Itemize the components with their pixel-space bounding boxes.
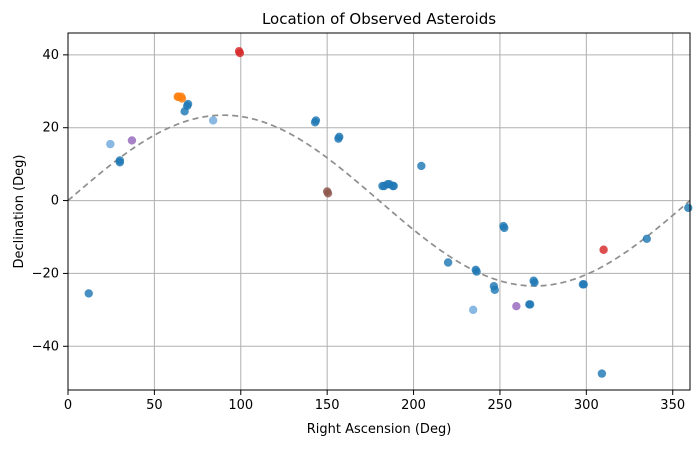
data-point — [468, 305, 478, 315]
plot-frame — [67, 32, 691, 391]
data-point — [530, 278, 539, 287]
data-point — [389, 181, 398, 191]
points-layer — [84, 47, 693, 378]
grid-layer — [67, 33, 690, 390]
data-point — [472, 267, 481, 276]
x-tick-label: 150 — [315, 398, 340, 413]
data-point — [127, 136, 137, 145]
chart-title: Location of Observed Asteroids — [262, 10, 496, 28]
x-tick-label: 100 — [228, 398, 253, 413]
ecliptic-curve — [67, 114, 691, 287]
data-point — [417, 161, 426, 171]
data-point — [597, 369, 607, 378]
data-point — [525, 300, 535, 309]
reference-curve-layer — [67, 114, 691, 287]
series-4 — [173, 92, 187, 103]
series-3 — [234, 47, 608, 254]
data-point — [335, 132, 344, 142]
data-point — [208, 116, 218, 125]
data-point — [177, 94, 187, 103]
data-point — [183, 99, 193, 109]
data-point — [500, 223, 509, 233]
data-point — [311, 116, 321, 125]
y-tick-label: 40 — [42, 48, 59, 63]
y-tick-label: −40 — [32, 339, 59, 354]
y-tick-label: 20 — [42, 121, 59, 136]
x-tick-label: 50 — [146, 398, 163, 413]
x-tick-label: 250 — [488, 398, 513, 413]
x-tick-label: 350 — [660, 398, 685, 413]
x-axis-label: Right Ascension (Deg) — [307, 422, 452, 437]
series-2 — [127, 136, 521, 311]
y-tick-label: −20 — [32, 266, 59, 281]
series-5 — [322, 187, 333, 198]
series-0 — [84, 99, 693, 378]
data-point — [642, 234, 652, 244]
data-point — [599, 245, 608, 254]
data-point — [684, 203, 693, 213]
data-point — [235, 48, 245, 58]
data-point — [512, 302, 521, 311]
data-point — [323, 189, 333, 198]
x-tick-label: 200 — [401, 398, 426, 413]
series-1 — [106, 116, 478, 315]
data-point — [84, 289, 93, 298]
data-point — [443, 258, 453, 267]
y-axis-label: Declination (Deg) — [12, 154, 27, 268]
x-tick-label: 300 — [574, 398, 599, 413]
y-tick-label: 0 — [51, 194, 59, 209]
data-point — [115, 156, 125, 165]
data-point — [106, 139, 115, 149]
data-point — [490, 285, 499, 295]
x-tick-label: 0 — [64, 398, 72, 413]
axis-layer: 0 50 100 150 200 250 300 350 −40 −20 0 20 40 — [32, 48, 686, 413]
data-point — [579, 280, 588, 289]
